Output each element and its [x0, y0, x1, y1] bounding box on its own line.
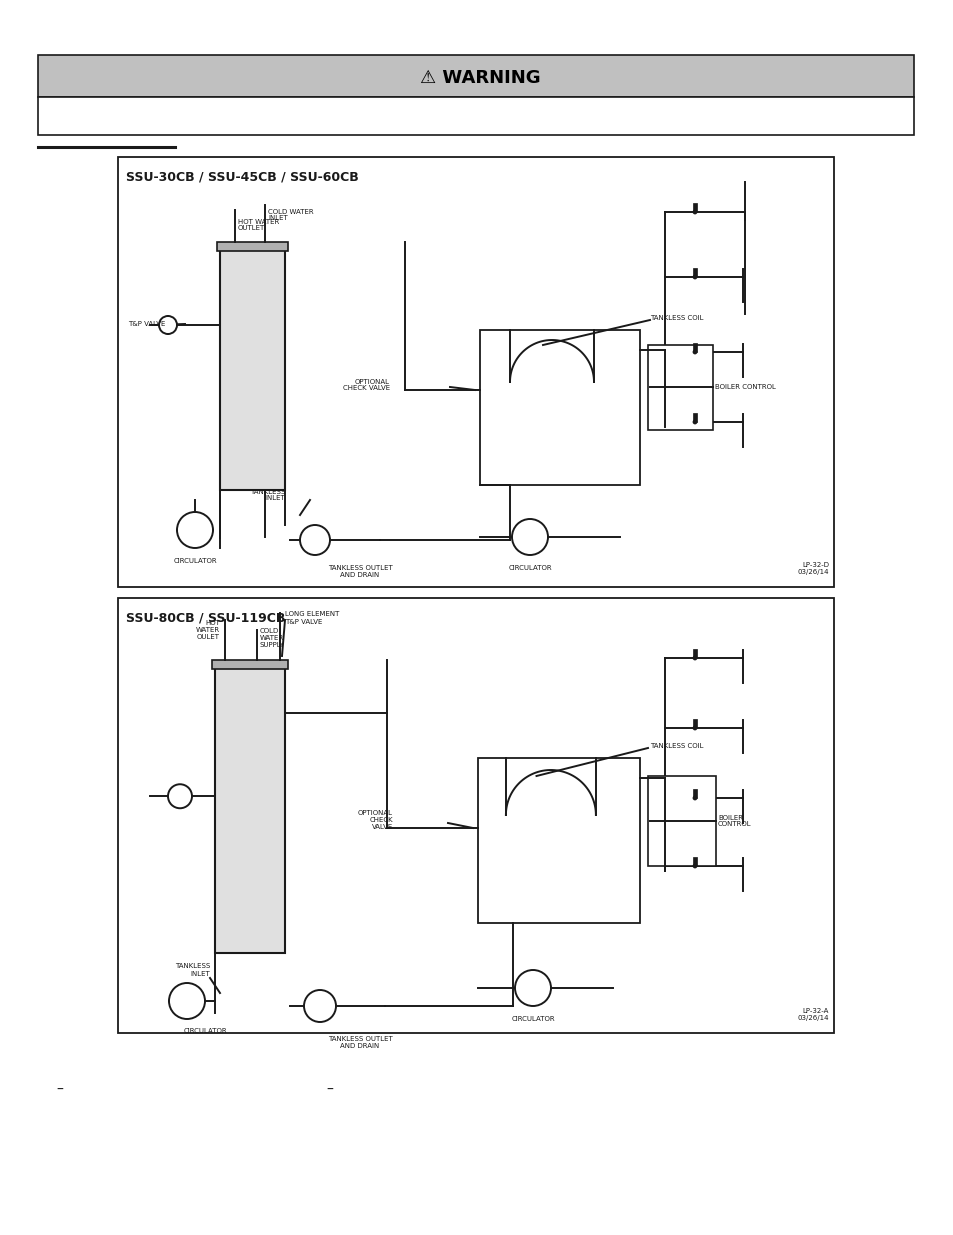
Bar	[692, 203, 697, 212]
Bar	[38, 56, 913, 98]
Bar	[692, 268, 697, 277]
Circle shape	[692, 795, 697, 800]
Circle shape	[692, 274, 697, 279]
Circle shape	[692, 420, 697, 425]
Text: COLD WATER
INLET: COLD WATER INLET	[268, 209, 314, 221]
Bar	[692, 719, 697, 727]
Bar	[214, 668, 285, 953]
Circle shape	[692, 726, 697, 730]
Text: CIRCULATOR: CIRCULATOR	[508, 564, 551, 571]
Text: LONG ELEMENT
T&P VALVE: LONG ELEMENT T&P VALVE	[285, 611, 339, 625]
Text: COLD
WATER
SUPPLY: COLD WATER SUPPLY	[260, 629, 285, 648]
Bar	[692, 650, 697, 658]
Text: TANKLESS OUTLET
AND DRAIN: TANKLESS OUTLET AND DRAIN	[327, 1036, 392, 1049]
Text: TANKLESS
INLET: TANKLESS INLET	[174, 963, 210, 977]
Circle shape	[692, 350, 697, 354]
Text: BOILER CONTROL: BOILER CONTROL	[714, 384, 775, 390]
Bar	[118, 598, 833, 1032]
Bar	[647, 776, 716, 866]
Circle shape	[692, 863, 697, 868]
Bar	[647, 345, 712, 430]
Bar	[692, 412, 697, 422]
Text: OPTIONAL
CHECK
VALVE: OPTIONAL CHECK VALVE	[357, 810, 393, 830]
Bar	[216, 242, 288, 251]
Text: –: –	[326, 1083, 334, 1097]
Circle shape	[692, 210, 697, 215]
Text: CIRCULATOR: CIRCULATOR	[511, 1016, 555, 1023]
Bar	[220, 249, 285, 490]
Text: HOT WATER
OUTLET: HOT WATER OUTLET	[237, 219, 279, 231]
Bar	[118, 157, 833, 587]
Text: TANKLESS OUTLET
AND DRAIN: TANKLESS OUTLET AND DRAIN	[327, 564, 392, 578]
Text: CIRCULATOR: CIRCULATOR	[173, 558, 216, 564]
Text: LP-32-D
03/26/14: LP-32-D 03/26/14	[797, 562, 828, 576]
Text: BOILER
CONTROL: BOILER CONTROL	[718, 815, 751, 827]
Bar	[212, 659, 288, 669]
Bar	[692, 343, 697, 352]
Bar	[38, 98, 913, 135]
Text: TANKLESS COIL: TANKLESS COIL	[649, 743, 702, 748]
Circle shape	[299, 525, 330, 555]
Bar	[479, 330, 639, 485]
Text: CIRCULATOR: CIRCULATOR	[183, 1028, 227, 1034]
Circle shape	[515, 969, 551, 1007]
Text: TANKLESS
INLET: TANKLESS INLET	[250, 489, 285, 501]
Text: HOT
WATER
OULET: HOT WATER OULET	[195, 620, 220, 640]
Text: LP-32-A
03/26/14: LP-32-A 03/26/14	[797, 1008, 828, 1021]
Text: SSU-80CB / SSU-119CB: SSU-80CB / SSU-119CB	[126, 611, 285, 625]
Text: –: –	[56, 1083, 63, 1097]
Text: TANKLESS COIL: TANKLESS COIL	[649, 315, 702, 321]
Text: OPTIONAL
CHECK VALVE: OPTIONAL CHECK VALVE	[342, 378, 390, 391]
Circle shape	[304, 990, 335, 1023]
Circle shape	[177, 513, 213, 548]
Circle shape	[169, 983, 205, 1019]
Circle shape	[159, 316, 177, 333]
Bar	[692, 789, 697, 798]
Bar	[477, 758, 639, 923]
Circle shape	[168, 784, 192, 808]
Text: ⚠ WARNING: ⚠ WARNING	[419, 69, 539, 86]
Circle shape	[692, 656, 697, 661]
Text: SSU-30CB / SSU-45CB / SSU-60CB: SSU-30CB / SSU-45CB / SSU-60CB	[126, 170, 358, 184]
Bar	[692, 857, 697, 866]
Circle shape	[512, 519, 547, 555]
Text: T&P VALVE: T&P VALVE	[128, 321, 165, 327]
